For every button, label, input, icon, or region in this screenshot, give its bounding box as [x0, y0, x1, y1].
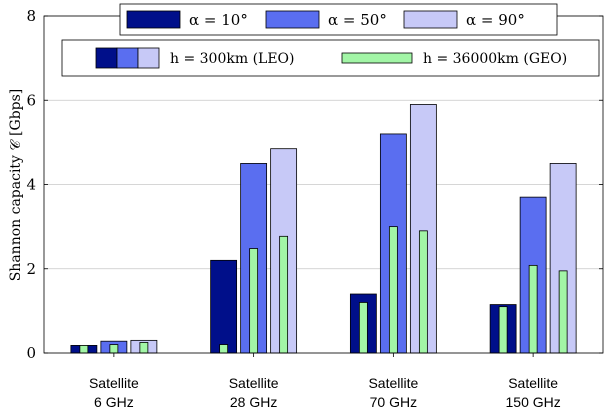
y-tick-label: 6 [26, 91, 36, 109]
legend-label-geo: h = 36000km (GEO) [423, 51, 567, 67]
legend-label-alpha-0: α = 10° [189, 11, 248, 29]
bar-geo-alpha-90 [558, 270, 568, 354]
legend-alpha-box [119, 3, 558, 36]
y-tick-label: 2 [26, 260, 36, 278]
bars [70, 104, 577, 354]
legend-swatch-leo-0 [95, 47, 118, 69]
category-label-line1: Satellite [89, 375, 139, 391]
bar-geo-alpha-50 [388, 226, 398, 354]
category-label-line2: 150 GHz [506, 394, 561, 410]
bar-geo-alpha-90 [139, 342, 149, 354]
bar-geo-alpha-90 [418, 230, 428, 354]
bar-geo-alpha-90 [279, 235, 289, 354]
legend-swatch-leo-1 [116, 47, 139, 69]
legend-swatch-leo-2 [137, 47, 160, 69]
legend: α = 10° α = 50° α = 90° h = 300km (LEO) h = … [61, 3, 600, 77]
y-tick-label: 8 [26, 7, 36, 25]
category-label-line1: Satellite [508, 375, 558, 391]
category-label-line1: Satellite [229, 375, 279, 391]
y-tick-label: 4 [26, 176, 36, 194]
legend-label-alpha-2: α = 90° [466, 11, 525, 29]
legend-swatch-alpha-2 [403, 10, 458, 29]
y-tick-label: 0 [26, 344, 36, 362]
bar-geo-alpha-10 [219, 344, 229, 354]
category-label-line1: Satellite [368, 375, 418, 391]
legend-swatch-alpha-0 [126, 10, 181, 29]
category-label-line2: 6 GHz [94, 394, 134, 410]
y-axis-title: Shannon capacity 𝒞 [Gbps] [8, 89, 24, 282]
legend-label-alpha-1: α = 50° [328, 11, 387, 29]
legend-swatch-geo [341, 52, 413, 64]
bar-geo-alpha-10 [498, 306, 508, 354]
bar-geo-alpha-50 [109, 344, 119, 354]
category-label-line2: 70 GHz [370, 394, 417, 410]
bar-geo-alpha-50 [249, 248, 259, 354]
legend-label-leo: h = 300km (LEO) [170, 51, 295, 67]
bar-leo-alpha-10 [210, 259, 238, 354]
bar-geo-alpha-10 [79, 345, 89, 354]
bar-geo-alpha-50 [528, 264, 538, 354]
category-labels: Satellite 6 GHz Satellite 28 GHz Satellite 70… [89, 375, 561, 410]
y-tick-labels: 0 2 4 6 8 [26, 7, 36, 362]
category-label-line2: 28 GHz [230, 394, 277, 410]
legend-swatch-alpha-1 [265, 10, 320, 29]
bar-geo-alpha-10 [358, 302, 368, 354]
